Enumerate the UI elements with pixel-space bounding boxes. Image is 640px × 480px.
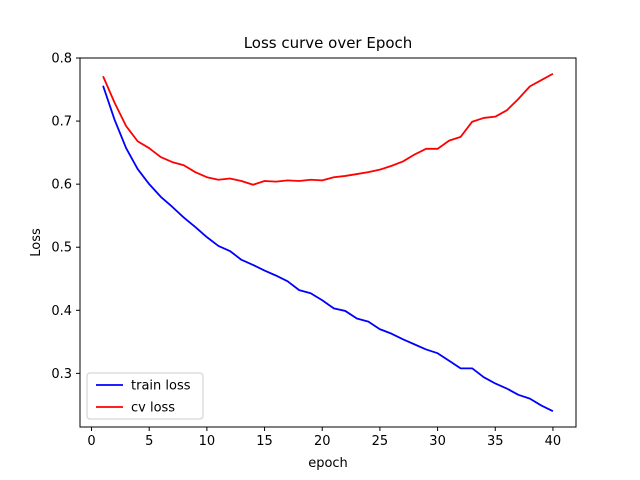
- plot-area: 0 5 10 15 20 25 30 35 40 0.3 0.4 0.5 0.6 0.7 0.8: [51, 52, 577, 449]
- x-tick-label: 5: [145, 434, 153, 449]
- x-tick-label: 30: [429, 434, 446, 449]
- x-tick-label: 20: [314, 434, 331, 449]
- y-tick-label: 0.8: [51, 52, 72, 67]
- y-tick-label: 0.5: [51, 241, 72, 256]
- legend: train loss cv loss: [86, 372, 204, 420]
- y-tick-label: 0.7: [51, 115, 72, 130]
- train-loss-line: [102, 85, 554, 413]
- legend-label-cv-loss: cv loss: [131, 401, 175, 416]
- y-tick-label: 0.4: [51, 304, 72, 319]
- axes-frame: [79, 57, 577, 428]
- legend-label-train-loss: train loss: [131, 379, 191, 394]
- y-tick-label: 0.3: [51, 367, 72, 382]
- x-tick-label: 40: [545, 434, 562, 449]
- y-axis-title: Loss: [29, 228, 44, 257]
- x-tick-label: 15: [256, 434, 273, 449]
- x-axis-title: epoch: [308, 456, 348, 471]
- cv-loss-line: [102, 72, 554, 186]
- y-tick-label: 0.6: [51, 178, 72, 193]
- x-tick-label: 10: [199, 434, 216, 449]
- x-tick-label: 25: [372, 434, 389, 449]
- chart-title: Loss curve over Epoch: [244, 34, 413, 52]
- x-tick-label: 35: [487, 434, 504, 449]
- x-tick-label: 0: [87, 434, 95, 449]
